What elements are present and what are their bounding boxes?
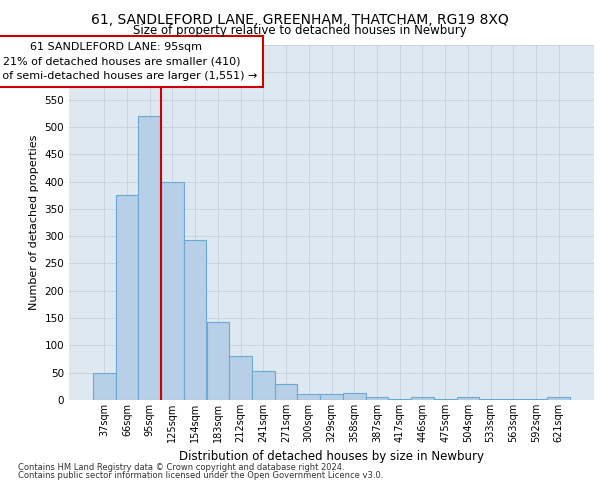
Bar <box>411 396 434 400</box>
Bar <box>184 240 206 400</box>
Bar <box>434 399 457 400</box>
Bar <box>139 116 161 400</box>
Bar <box>275 384 298 400</box>
Bar <box>457 398 479 400</box>
Text: Contains HM Land Registry data © Crown copyright and database right 2024.: Contains HM Land Registry data © Crown c… <box>18 462 344 471</box>
Text: Size of property relative to detached houses in Newbury: Size of property relative to detached ho… <box>133 24 467 37</box>
Bar <box>524 399 547 400</box>
Bar <box>229 356 252 400</box>
Bar <box>343 394 365 400</box>
Bar <box>161 182 184 400</box>
Text: 61 SANDLEFORD LANE: 95sqm
← 21% of detached houses are smaller (410)
79% of semi: 61 SANDLEFORD LANE: 95sqm ← 21% of detac… <box>0 42 257 81</box>
Text: Contains public sector information licensed under the Open Government Licence v3: Contains public sector information licen… <box>18 471 383 480</box>
Bar <box>93 372 116 400</box>
Bar <box>547 396 570 400</box>
Bar <box>298 394 320 400</box>
Text: 61, SANDLEFORD LANE, GREENHAM, THATCHAM, RG19 8XQ: 61, SANDLEFORD LANE, GREENHAM, THATCHAM,… <box>91 12 509 26</box>
Bar <box>206 322 229 400</box>
Bar <box>479 399 502 400</box>
Bar <box>365 398 388 400</box>
Bar <box>388 399 411 400</box>
Y-axis label: Number of detached properties: Number of detached properties <box>29 135 39 310</box>
Bar <box>320 394 343 400</box>
Bar <box>116 195 139 400</box>
X-axis label: Distribution of detached houses by size in Newbury: Distribution of detached houses by size … <box>179 450 484 464</box>
Bar <box>252 370 275 400</box>
